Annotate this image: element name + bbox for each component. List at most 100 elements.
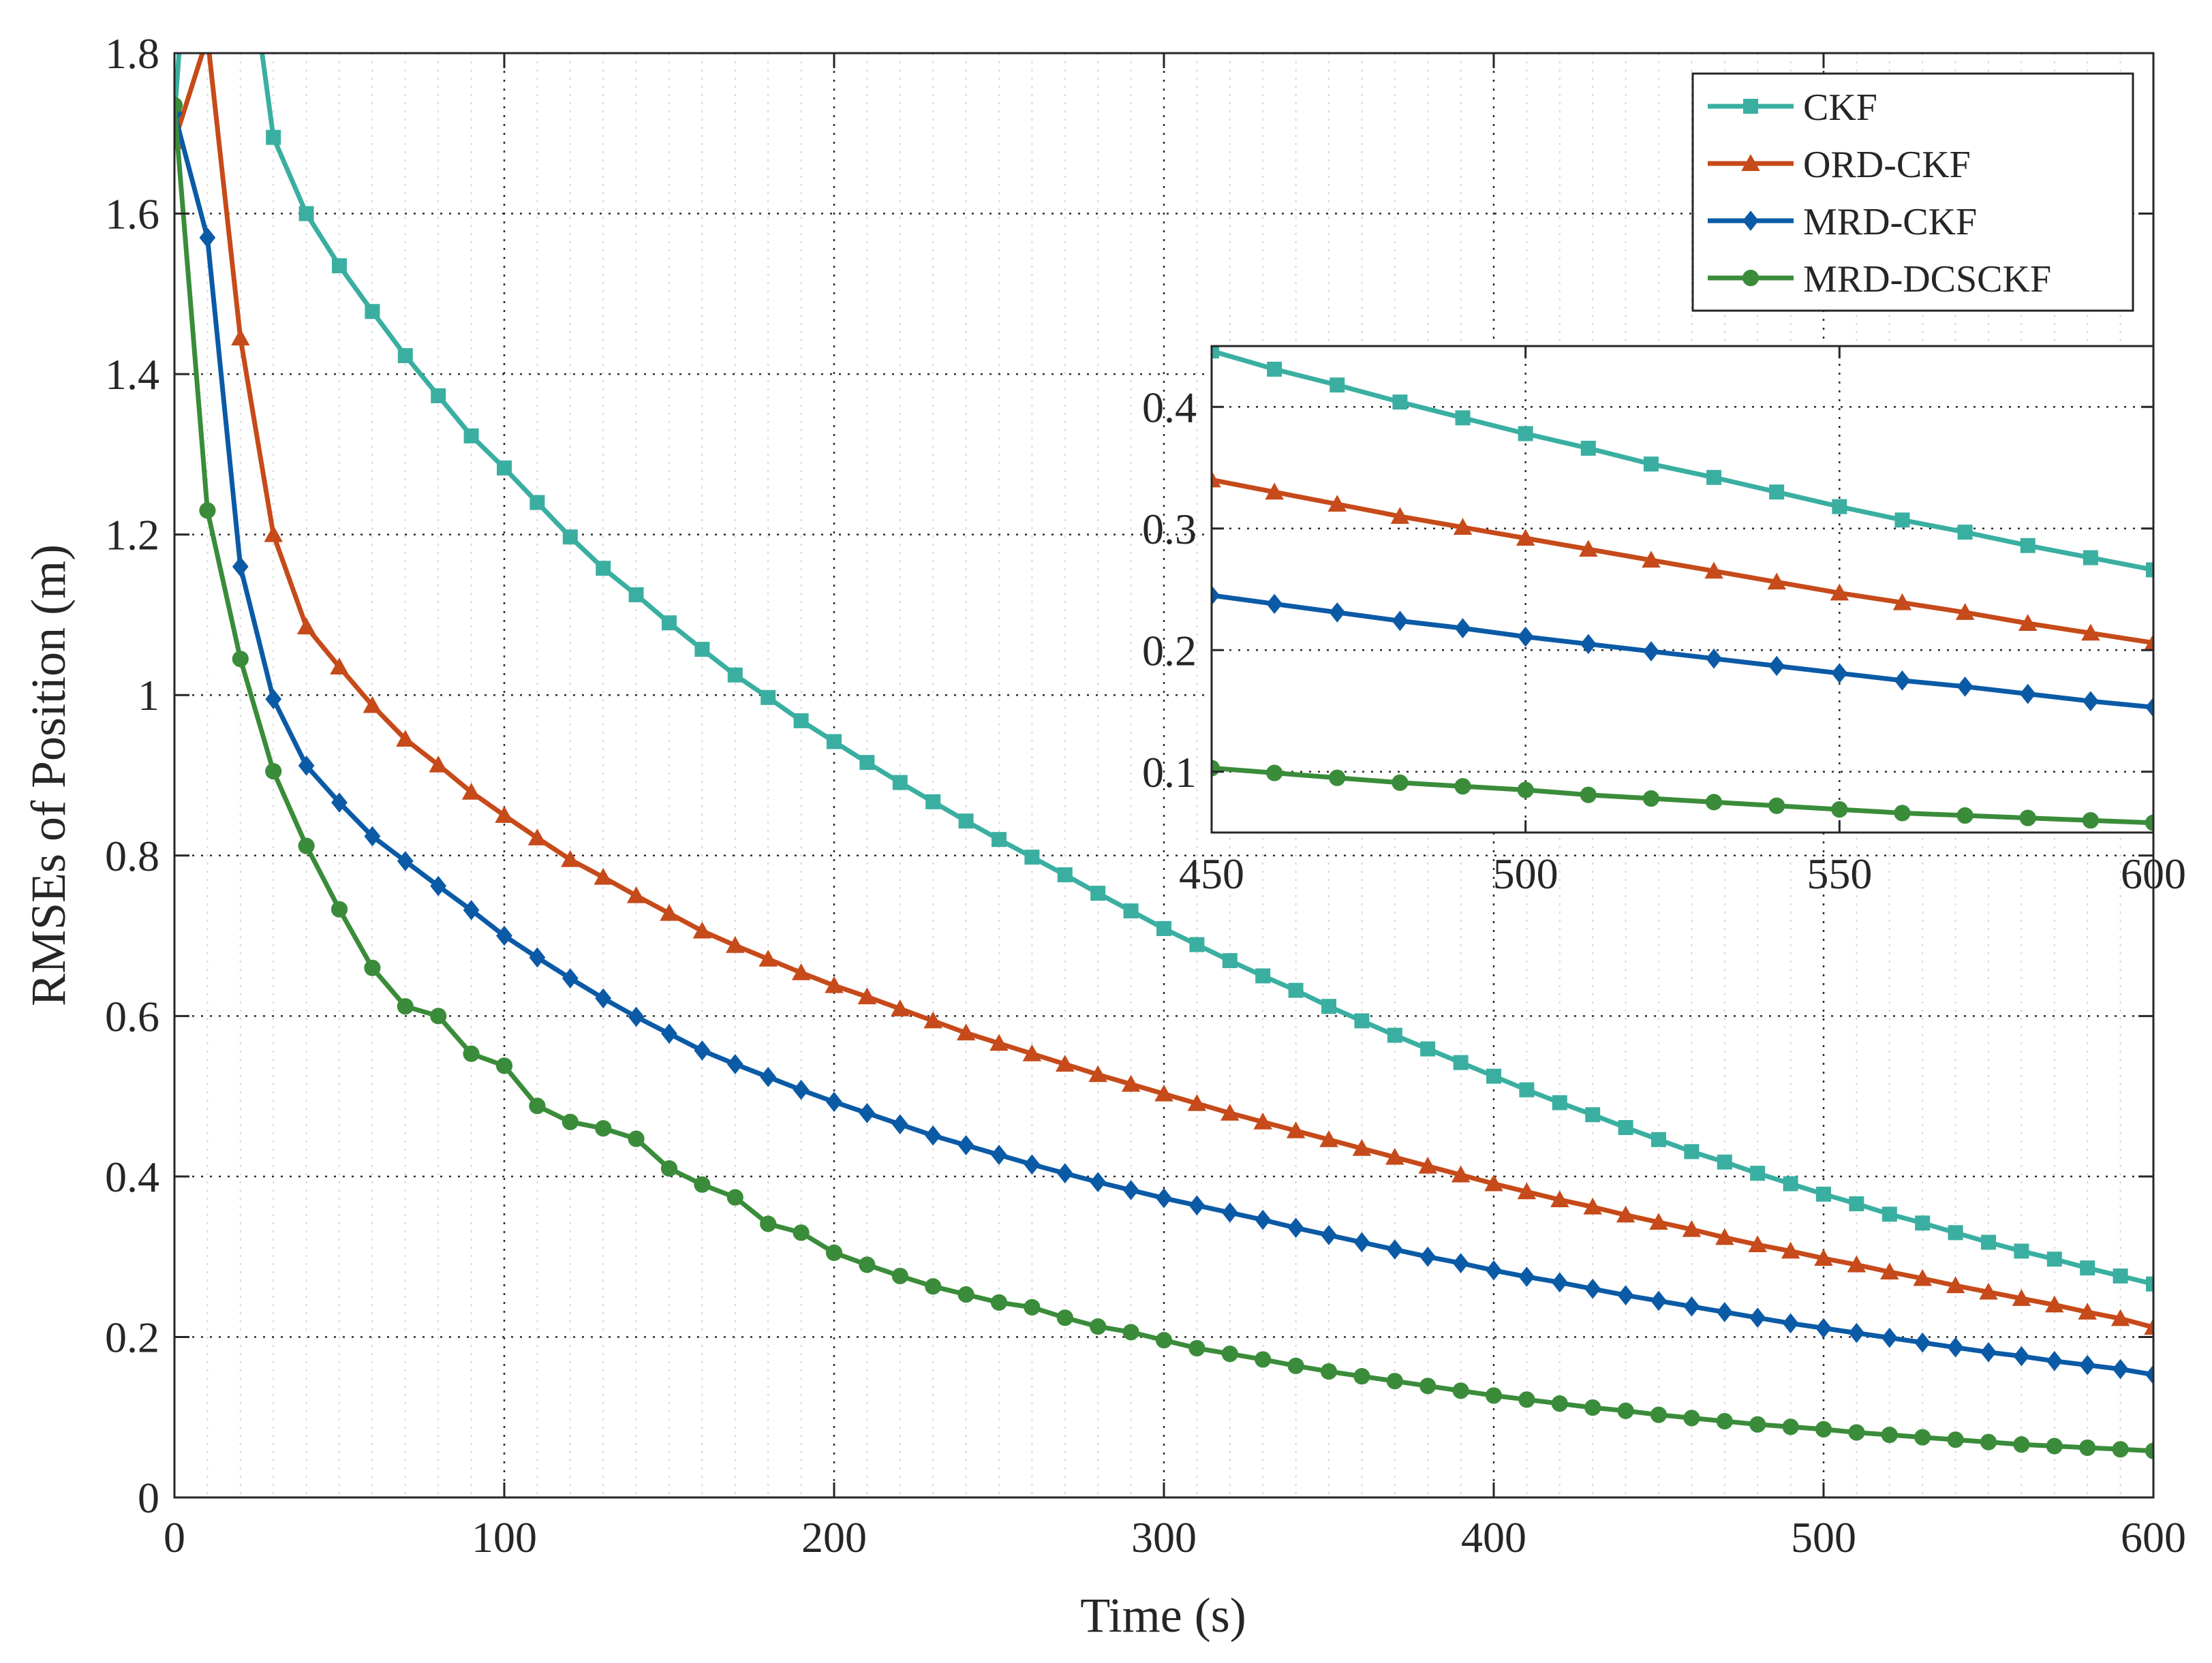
legend-entry-ord-ckf: ORD-CKF (1708, 144, 1971, 186)
data-point (1585, 1107, 1601, 1123)
legend-entry-mrd-dcsckf: MRD-DCSCKF (1708, 258, 2051, 300)
data-point (1948, 1225, 1963, 1241)
inset-data-point (2083, 550, 2098, 565)
inset-data-point (1643, 641, 1659, 662)
inset-data-point (1894, 670, 1911, 691)
inset-data-point (1706, 469, 1722, 485)
inset-data-point (1705, 794, 1723, 811)
x-tick-label: 500 (1791, 1513, 1856, 1561)
y-tick-label: 0.2 (105, 1313, 159, 1361)
data-point (1056, 1163, 1073, 1184)
data-point (2113, 1268, 2128, 1284)
data-point (594, 867, 613, 885)
inset-frame (1210, 345, 2155, 834)
data-point (1651, 1132, 1666, 1147)
data-point (1024, 1299, 1041, 1316)
data-point (1781, 1241, 1800, 1259)
legend-entry-mrd-ckf: MRD-CKF (1708, 201, 1977, 243)
data-point (628, 587, 644, 602)
data-point (1451, 1165, 1471, 1183)
data-point (561, 850, 580, 867)
inset-data-point (1956, 807, 1973, 824)
data-point (1418, 1156, 1437, 1174)
data-point (661, 1023, 677, 1044)
data-point (1683, 1410, 1700, 1427)
data-point (2013, 1346, 2030, 1367)
data-point (726, 935, 745, 953)
data-point (529, 495, 545, 510)
data-point (859, 1256, 876, 1273)
data-point (793, 1079, 810, 1100)
data-point (332, 258, 347, 274)
data-point (1122, 1180, 1139, 1200)
data-point (1748, 1235, 1767, 1252)
legend: CKF ORD-CKF MRD-CKF MRD-DCSCKF (1691, 72, 2134, 312)
data-point (595, 988, 612, 1009)
inset-data-point (1642, 790, 1660, 807)
data-point (1881, 1427, 1898, 1444)
y-tick-label: 1.4 (105, 350, 159, 399)
y-tick-label: 0.6 (105, 992, 159, 1040)
minor-grid (206, 53, 2121, 1497)
data-point (2079, 1354, 2096, 1376)
x-tick-label: 200 (801, 1513, 867, 1561)
data-point (761, 689, 776, 705)
data-point (859, 755, 875, 771)
inset-data-point (1580, 786, 1597, 803)
data-point (1980, 1433, 1997, 1450)
data-point (562, 968, 579, 989)
data-point (497, 460, 512, 476)
data-point (1749, 1416, 1766, 1433)
data-point (1024, 1154, 1041, 1175)
data-point (2146, 1276, 2153, 1292)
inset-data-point (1580, 634, 1597, 655)
data-point (1320, 1363, 1338, 1380)
data-point (1386, 1373, 1403, 1390)
data-point (2112, 1358, 2129, 1380)
data-point (1684, 1144, 1700, 1160)
data-point (826, 1091, 842, 1113)
data-point (1682, 1219, 1702, 1237)
data-point (1321, 999, 1336, 1014)
data-point (660, 903, 679, 921)
data-point (1551, 1395, 1568, 1412)
data-point (1517, 1182, 1537, 1200)
inset-data-point (1453, 518, 1473, 535)
inset-data-point (2144, 633, 2153, 651)
data-point (496, 925, 512, 946)
data-point (1848, 1322, 1865, 1343)
data-point (989, 1033, 1009, 1051)
inset-data-point (1642, 550, 1661, 568)
data-point (1915, 1215, 1931, 1231)
inset-data-point (1455, 410, 1471, 426)
data-point (694, 1176, 711, 1193)
data-point (1121, 1074, 1141, 1092)
data-point (925, 1278, 942, 1295)
inset-y-tick-label: 0.4 (1142, 383, 1197, 431)
data-point (1352, 1138, 1372, 1156)
legend-box (1691, 72, 2134, 312)
inset-series-mrd-ckf (1212, 585, 2153, 717)
data-point (2013, 1436, 2030, 1453)
x-axis-title: Time (s) (1080, 1588, 1246, 1643)
data-point (463, 1045, 480, 1062)
data-point (1155, 1332, 1173, 1349)
data-point (2046, 1252, 2062, 1267)
inset-data-point (2018, 614, 2038, 631)
data-point (1716, 1302, 1733, 1322)
data-point (1453, 1055, 1469, 1070)
data-point (793, 1224, 810, 1241)
data-point (1618, 1120, 1633, 1136)
data-point (1486, 1068, 1501, 1084)
inset-y-tick-label: 0.3 (1142, 505, 1197, 553)
data-point (1088, 1065, 1107, 1083)
data-point (495, 1057, 513, 1074)
data-point (1914, 1332, 1931, 1353)
inset-data-point (1706, 648, 1722, 669)
data-point (891, 1114, 908, 1135)
inset-data-point (1768, 655, 1785, 677)
inset-data-point (1643, 456, 1659, 472)
data-point (174, 97, 183, 114)
data-point (2014, 1243, 2029, 1259)
